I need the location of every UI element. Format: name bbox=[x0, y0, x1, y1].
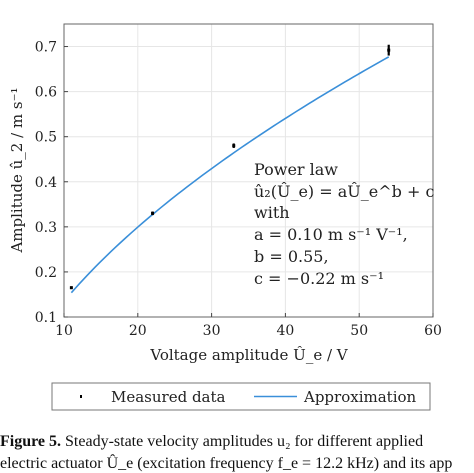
figure-caption-text-1: Steady-state velocity amplitudes u₂ for … bbox=[65, 433, 424, 450]
axis-ticks: 10 20 30 40 50 60 0.1 0.2 0.3 0.4 0.5 0.6 0.7 bbox=[35, 40, 442, 339]
y-tick-label: 0.6 bbox=[35, 85, 57, 101]
measured-point bbox=[232, 143, 236, 148]
figure-caption-text-2: electric actuator Û_e (excitation freque… bbox=[0, 455, 453, 472]
x-tick-label: 50 bbox=[350, 323, 368, 339]
x-axis-label: Voltage amplitude Û_e / V bbox=[149, 346, 348, 364]
approximation-line bbox=[70, 56, 390, 294]
data-marker bbox=[232, 144, 236, 148]
y-tick-label: 0.7 bbox=[35, 40, 57, 56]
series bbox=[69, 44, 391, 294]
y-tick-label: 0.2 bbox=[35, 265, 57, 281]
data-marker bbox=[387, 48, 391, 52]
grid bbox=[63, 24, 434, 318]
measured-point bbox=[151, 211, 155, 216]
annotation-line-4: a = 0.10 m s⁻¹ V⁻¹, bbox=[254, 225, 408, 244]
data-marker bbox=[151, 211, 155, 215]
x-tick-label: 10 bbox=[55, 323, 73, 339]
y-tick-label: 0.5 bbox=[35, 130, 57, 146]
measured-point bbox=[387, 44, 391, 56]
y-axis-label: Amplitude û_2 / m s⁻¹ bbox=[8, 87, 26, 253]
annotation-line-1: Power law bbox=[254, 160, 338, 179]
legend-box bbox=[51, 382, 431, 411]
legend-label-measured: Measured data bbox=[111, 388, 226, 406]
annotation-box: Power law û₂(Û_e) = aÛ_e^b + c with a = … bbox=[254, 160, 434, 288]
x-tick-label: 30 bbox=[203, 323, 221, 339]
y-tick-label: 0.4 bbox=[35, 175, 57, 191]
annotation-line-5: b = 0.55, bbox=[254, 247, 329, 266]
figure-caption-line-1: Figure 5. Steady-state velocity amplitud… bbox=[0, 433, 423, 451]
plot-frame bbox=[63, 23, 434, 318]
y-tick-label: 0.3 bbox=[35, 220, 57, 236]
annotation-line-2: û₂(Û_e) = aÛ_e^b + c bbox=[254, 181, 434, 201]
x-tick-label: 60 bbox=[424, 323, 442, 339]
x-tick-label: 20 bbox=[129, 323, 147, 339]
annotation-line-6: c = −0.22 m s⁻¹ bbox=[254, 269, 384, 288]
legend-marker-measured bbox=[80, 395, 82, 398]
measured-point bbox=[69, 286, 73, 290]
annotation-line-3: with bbox=[254, 203, 290, 222]
figure-caption-line-2: electric actuator Û_e (excitation freque… bbox=[0, 455, 452, 473]
data-marker bbox=[69, 286, 73, 290]
x-tick-label: 40 bbox=[276, 323, 294, 339]
y-tick-label: 0.1 bbox=[35, 310, 57, 326]
legend: Measured data Approximation bbox=[51, 382, 431, 411]
figure-label: Figure 5. bbox=[0, 433, 62, 450]
legend-label-approximation: Approximation bbox=[303, 388, 417, 406]
